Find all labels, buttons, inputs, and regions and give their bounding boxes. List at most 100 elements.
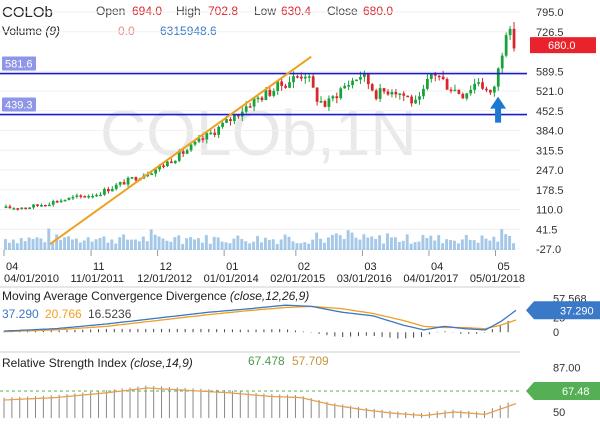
level-badge-text: 581.6 [5, 59, 33, 71]
macd-value-3: 16.5236 [88, 307, 132, 321]
macd-value-badge [526, 301, 600, 320]
candle-body [16, 208, 20, 210]
candle-body [95, 194, 98, 197]
volume-bar [460, 239, 464, 250]
volume-bar [488, 240, 492, 250]
candle-body [343, 85, 347, 89]
candle-body [477, 82, 480, 84]
rsi-title: Relative Strength Index (close,14,9) [2, 356, 193, 370]
candles [4, 21, 516, 211]
volume-bar [248, 243, 252, 250]
candle-body [374, 90, 378, 99]
volume-bar [382, 243, 386, 250]
candle-body [461, 93, 465, 99]
candle-body [197, 138, 201, 142]
volume-bar [303, 242, 307, 250]
volume-bar [413, 242, 417, 250]
volume-bar [275, 243, 279, 250]
candle-body [71, 196, 75, 199]
volume-bar [397, 241, 401, 250]
candle-body [205, 133, 209, 140]
volume-bar [118, 237, 122, 250]
volume-bar [464, 234, 468, 250]
volume-bar [23, 241, 27, 250]
x-month-label: 05 [498, 261, 510, 273]
candle-body [426, 78, 429, 89]
volume-bar [319, 238, 323, 250]
candle-body [8, 206, 12, 209]
volume-bar [496, 241, 500, 250]
candle-body [12, 208, 16, 210]
candle-body [162, 165, 165, 168]
volume-bar [90, 241, 94, 250]
volume-bar [181, 243, 185, 250]
volume-bar [283, 234, 287, 250]
volume-bar [512, 243, 515, 250]
volume-bar [425, 238, 429, 250]
candle-body [276, 81, 280, 91]
volume-bar [232, 238, 236, 250]
volume-bar [271, 239, 275, 250]
volume-bar [468, 239, 472, 250]
volume-bar [173, 237, 177, 250]
candle-body [500, 55, 504, 69]
open-value: 694.0 [132, 4, 162, 18]
volume-bar [472, 240, 476, 250]
candle-body [260, 97, 264, 101]
volume-bar [260, 242, 263, 250]
volume-bar [429, 235, 433, 250]
candle-body [264, 89, 268, 101]
volume-bar [189, 237, 193, 250]
last-price-badge [530, 37, 596, 54]
volume-bar [484, 238, 488, 250]
candle-body [170, 161, 173, 164]
candle-body [504, 35, 508, 56]
volume-bar [386, 233, 389, 250]
price-tick-label: -27.0 [536, 244, 561, 256]
candle-body [347, 85, 350, 87]
candle-body [166, 161, 169, 167]
volume-bar [177, 235, 181, 250]
volume-bar [11, 239, 15, 250]
level-badge-text: 439.3 [5, 100, 33, 112]
volume-bar [220, 241, 224, 250]
candle-body [469, 89, 473, 94]
level-badge [2, 56, 36, 71]
volume-bar [228, 243, 232, 250]
macd-signal-line [4, 305, 517, 333]
price-grid [0, 11, 520, 250]
up-arrow-icon [490, 96, 507, 123]
candle-body [362, 73, 366, 77]
volume-bar [334, 233, 338, 250]
candle-body [177, 151, 181, 161]
candle-body [114, 184, 118, 189]
candle-body [248, 106, 252, 108]
volume-bar [4, 239, 7, 250]
volume-bar [267, 239, 271, 250]
candle-body [173, 160, 177, 164]
candle-body [185, 150, 189, 154]
candle-body [315, 87, 319, 102]
volume-bar [370, 236, 374, 250]
volume-bar [39, 238, 43, 250]
candle-body [512, 28, 516, 49]
macd-tick-label: 0 [553, 327, 559, 339]
volume-bar [196, 238, 200, 250]
candle-body [55, 201, 59, 203]
candle-body [63, 199, 67, 202]
volume-bar [15, 243, 19, 250]
horizontal-levels: 581.6 439.3 680.0 [0, 37, 596, 116]
candle-body [146, 174, 150, 177]
x-month-label: 12 [160, 261, 172, 273]
candle-body [351, 80, 354, 86]
candle-body [410, 96, 414, 104]
candle-body [288, 82, 291, 88]
x-month-label: 02 [298, 261, 310, 273]
rsi-value-badge [526, 382, 600, 401]
volume-bar [43, 242, 47, 250]
candle-body [110, 188, 114, 192]
candle-body [418, 96, 421, 100]
candle-body [370, 84, 374, 91]
price-tick-label: 726.5 [536, 27, 564, 39]
volume-bar [287, 236, 291, 250]
